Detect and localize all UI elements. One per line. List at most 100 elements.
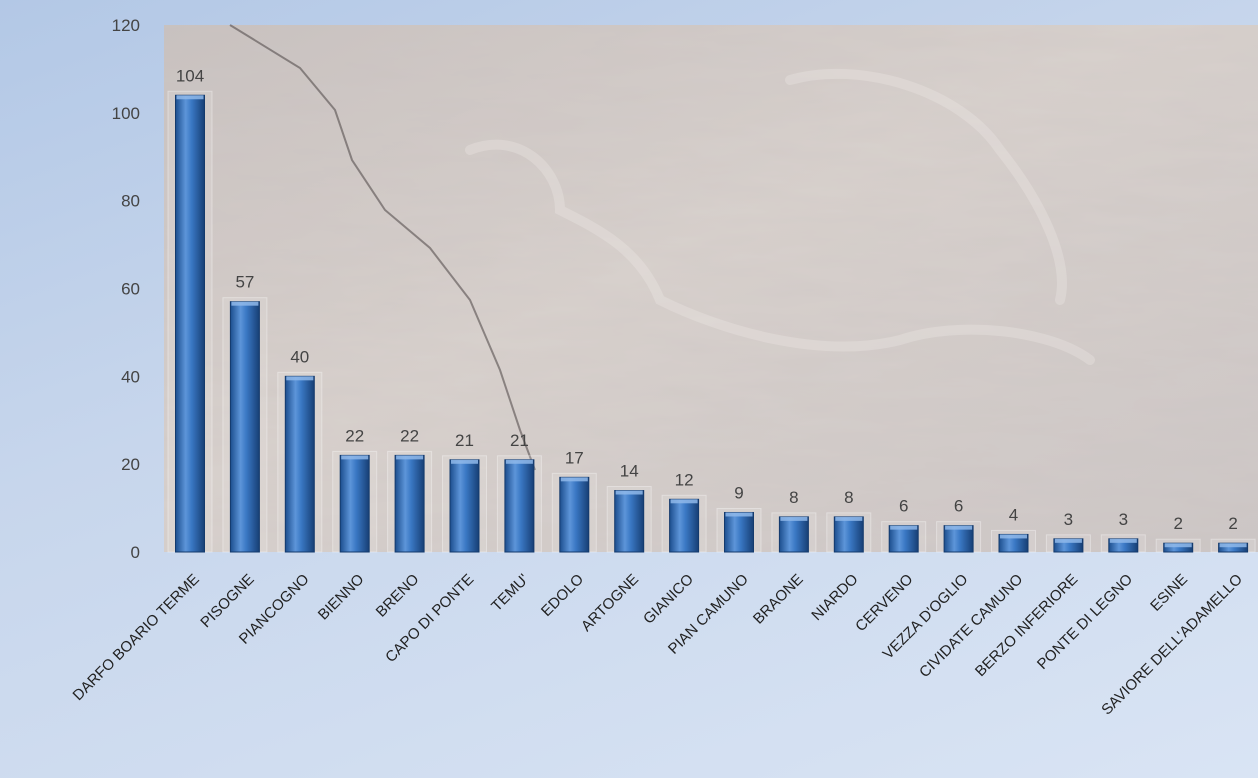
data-label: 4 bbox=[1009, 505, 1018, 524]
bar-bevel bbox=[615, 490, 643, 495]
bar-bevel bbox=[835, 516, 863, 521]
data-label: 12 bbox=[675, 470, 694, 489]
bar bbox=[888, 525, 919, 553]
plot-background bbox=[164, 24, 1258, 552]
bar-group bbox=[496, 455, 542, 553]
bar-group bbox=[1100, 534, 1146, 553]
data-label: 17 bbox=[565, 448, 584, 467]
bar bbox=[175, 94, 205, 553]
bar-bevel bbox=[945, 525, 973, 530]
y-tick-label: 80 bbox=[121, 192, 140, 211]
bar-bevel bbox=[231, 301, 259, 306]
bar-bevel bbox=[890, 525, 918, 530]
data-label: 104 bbox=[176, 66, 204, 85]
bar-bevel bbox=[505, 459, 533, 464]
bar-bevel bbox=[1000, 534, 1027, 539]
bar-group bbox=[387, 450, 433, 553]
data-label: 22 bbox=[400, 426, 419, 445]
x-tick-label: BERZO INFERIORE bbox=[972, 571, 1081, 680]
bar-bevel bbox=[725, 512, 753, 517]
bar bbox=[559, 476, 590, 553]
bar-group bbox=[936, 521, 982, 553]
stone-crack bbox=[229, 24, 536, 471]
bar-bevel bbox=[176, 95, 204, 100]
bar bbox=[339, 454, 370, 553]
bar-group bbox=[222, 297, 268, 553]
x-tick-label: DARFO BOARIO TERME bbox=[70, 571, 203, 704]
bar-group bbox=[1045, 534, 1091, 553]
bar-bevel bbox=[780, 516, 808, 521]
y-tick-label: 0 bbox=[131, 543, 140, 562]
bar bbox=[614, 490, 645, 553]
x-tick-label: BRAONE bbox=[750, 571, 807, 628]
bar-group bbox=[881, 521, 927, 553]
data-label: 3 bbox=[1064, 510, 1073, 529]
data-label: 22 bbox=[345, 426, 364, 445]
data-label: 6 bbox=[954, 497, 963, 516]
data-label: 2 bbox=[1228, 514, 1237, 533]
x-tick-label: BRENO bbox=[373, 571, 423, 621]
x-tick-label: CIVIDATE CAMUNO bbox=[916, 571, 1026, 681]
bar-bevel bbox=[560, 477, 588, 482]
y-tick-label: 40 bbox=[121, 367, 140, 386]
bar-group bbox=[332, 450, 378, 553]
bar-bevel bbox=[1219, 543, 1247, 548]
data-label: 2 bbox=[1173, 514, 1182, 533]
bar-bevel bbox=[1054, 538, 1082, 543]
bar-group bbox=[277, 371, 323, 553]
bar-bevel bbox=[1109, 538, 1137, 543]
x-tick-label: PONTE DI LEGNO bbox=[1034, 571, 1136, 673]
x-tick-label: BIENNO bbox=[315, 571, 368, 624]
bar-bevel bbox=[286, 376, 314, 381]
data-label: 14 bbox=[620, 462, 639, 481]
data-label: 21 bbox=[510, 431, 529, 450]
x-tick-label: TEMU' bbox=[488, 571, 532, 615]
x-tick-label: GIANICO bbox=[640, 571, 697, 628]
bar bbox=[669, 498, 700, 553]
bar bbox=[449, 459, 480, 553]
bar-group bbox=[826, 512, 872, 553]
data-label: 21 bbox=[455, 431, 474, 450]
data-label: 8 bbox=[844, 488, 853, 507]
bar-bevel bbox=[396, 455, 424, 460]
x-tick-label: ARTOGNE bbox=[578, 571, 642, 635]
bar-group bbox=[1155, 538, 1201, 553]
data-label: 6 bbox=[899, 497, 908, 516]
x-tick-label: EDOLO bbox=[538, 571, 587, 620]
bar-group bbox=[716, 507, 762, 553]
bar bbox=[504, 459, 535, 553]
bar-group bbox=[167, 90, 213, 553]
bar-group bbox=[991, 529, 1036, 553]
data-label: 57 bbox=[235, 273, 254, 292]
data-label: 9 bbox=[734, 483, 743, 502]
bar bbox=[833, 516, 864, 553]
bar-bevel bbox=[341, 455, 369, 460]
bar-bevel bbox=[451, 459, 478, 464]
bar-group bbox=[606, 486, 652, 553]
y-tick-label: 100 bbox=[112, 104, 140, 123]
bar-group bbox=[442, 455, 487, 553]
bars bbox=[167, 90, 1256, 553]
bar bbox=[229, 301, 260, 553]
bar bbox=[394, 454, 425, 553]
bar bbox=[943, 525, 974, 553]
y-tick-label: 120 bbox=[112, 16, 140, 35]
x-tick-label: NIARDO bbox=[808, 571, 861, 624]
bar bbox=[778, 516, 809, 553]
data-label: 8 bbox=[789, 488, 798, 507]
bar-bevel bbox=[1164, 543, 1192, 548]
y-axis: 0 20 40 60 80 100 120 bbox=[112, 16, 140, 562]
bar-group bbox=[661, 494, 707, 553]
bar bbox=[284, 375, 315, 553]
data-label: 40 bbox=[290, 347, 309, 366]
bar-group bbox=[771, 512, 817, 553]
y-tick-label: 60 bbox=[121, 280, 140, 299]
bar-group bbox=[551, 472, 597, 553]
y-tick-label: 20 bbox=[121, 455, 140, 474]
x-tick-label: ESINE bbox=[1147, 571, 1191, 615]
bar-group bbox=[1210, 538, 1256, 553]
data-label: 3 bbox=[1119, 510, 1128, 529]
